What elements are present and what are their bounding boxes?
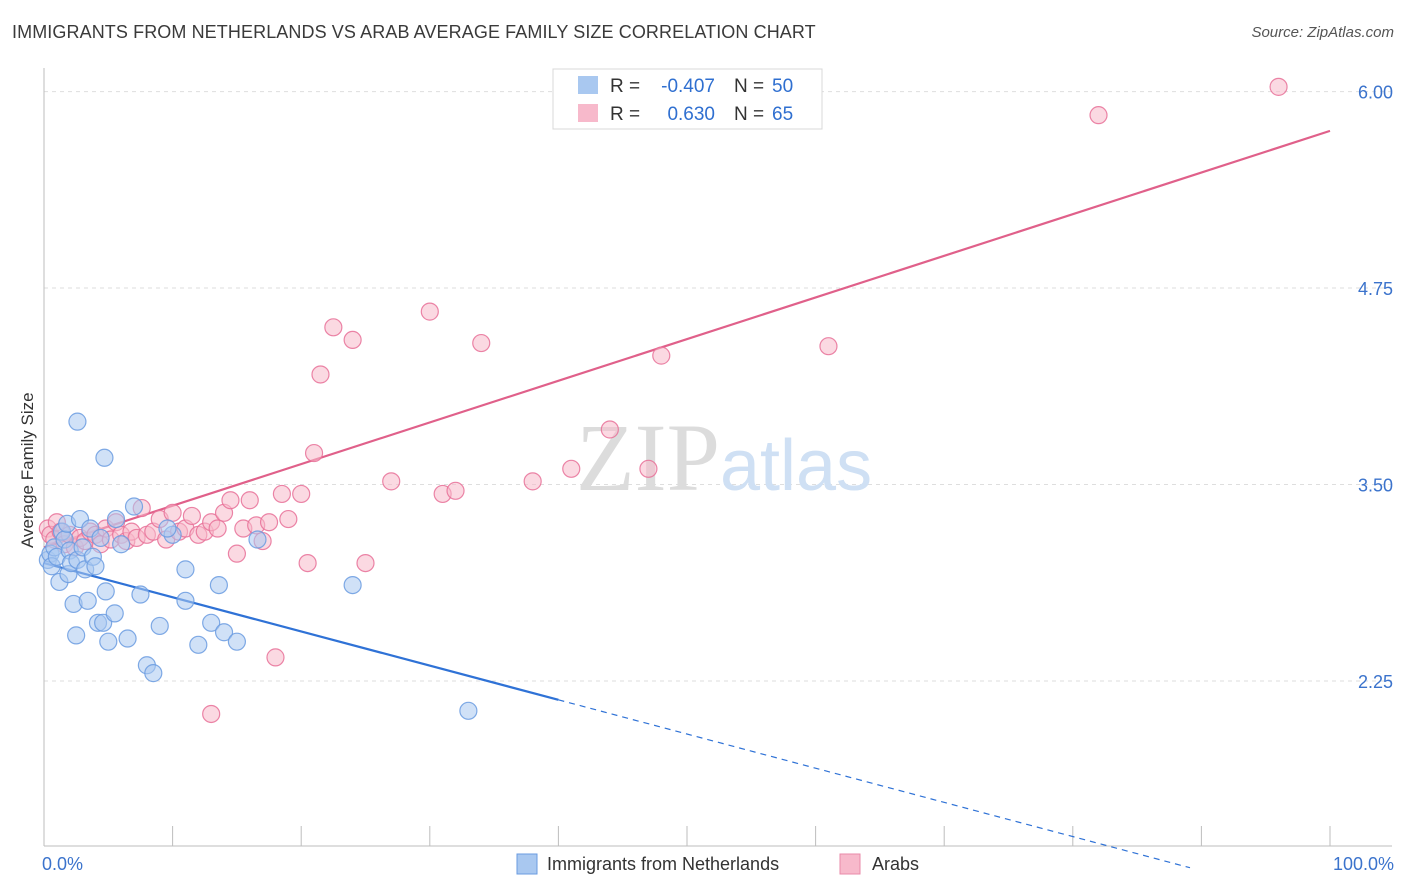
arabs-point: [240, 491, 259, 510]
stats-n-label: N =: [734, 76, 764, 97]
netherlands-point: [176, 560, 195, 579]
netherlands-point: [459, 701, 478, 720]
legend-label-netherlands: Immigrants from Netherlands: [547, 854, 779, 874]
arabs-point: [1089, 106, 1108, 125]
trend-lines: [43, 129, 1331, 869]
gridlines: [44, 91, 1392, 682]
netherlands-point: [248, 530, 267, 549]
stats-legend: R = -0.407 N = 50 R = 0.630 N = 65: [552, 68, 823, 130]
arabs-point: [163, 503, 182, 522]
netherlands-point: [99, 632, 118, 651]
arabs-point: [472, 333, 491, 353]
arabs-point: [221, 491, 240, 510]
netherlands-trend-extension: [558, 699, 1191, 869]
legend-swatch-netherlands: [516, 853, 538, 875]
arabs-point: [272, 484, 292, 504]
netherlands-point: [144, 664, 163, 683]
netherlands-point: [96, 582, 115, 601]
netherlands-point: [78, 591, 97, 610]
netherlands-point: [343, 575, 362, 595]
legend-label-arabs: Arabs: [872, 854, 919, 874]
netherlands-point: [106, 509, 126, 529]
arabs-point: [639, 459, 658, 478]
netherlands-point: [158, 519, 177, 538]
arabs-point: [202, 704, 221, 724]
x-tick-labels: 0.0% 100.0%: [42, 854, 1394, 874]
arabs-point: [562, 459, 581, 478]
axes: [43, 68, 1392, 847]
netherlands-point: [86, 557, 105, 576]
y-tick-label: 4.75: [1358, 279, 1393, 299]
stats-n-value: 65: [772, 104, 793, 125]
stats-swatch-pink: [578, 104, 598, 122]
netherlands-point: [150, 616, 169, 636]
arabs-point: [259, 513, 279, 532]
arabs-point: [446, 481, 465, 500]
stats-n-value: 50: [772, 76, 793, 97]
y-tick-label: 3.50: [1358, 476, 1393, 496]
netherlands-point: [124, 497, 144, 516]
y-tick-label: 2.25: [1358, 672, 1393, 692]
y-tick-labels: 2.25 3.50 4.75 6.00: [1358, 83, 1393, 692]
arabs-point: [600, 420, 619, 439]
watermark-atlas: atlas: [720, 426, 872, 506]
arabs-point: [279, 509, 298, 529]
netherlands-point: [91, 528, 110, 548]
netherlands-point: [105, 604, 124, 623]
stats-swatch-blue: [578, 76, 598, 94]
x-tick-label: 100.0%: [1333, 854, 1394, 874]
netherlands-point: [214, 623, 234, 642]
arabs-point: [819, 337, 838, 356]
y-tick-label: 6.00: [1358, 83, 1393, 103]
series-legend: Immigrants from Netherlands Arabs: [516, 853, 919, 875]
arabs-point: [227, 544, 246, 563]
arabs-point: [1269, 77, 1288, 96]
netherlands-point: [209, 575, 228, 595]
arabs-point: [652, 346, 671, 365]
stats-r-value: 0.630: [667, 104, 715, 125]
stats-n-label: N =: [734, 104, 764, 125]
netherlands-point: [118, 629, 137, 648]
arabs-point: [266, 648, 285, 667]
netherlands-point: [176, 591, 195, 610]
netherlands-trend-line: [43, 562, 559, 701]
netherlands-point: [68, 412, 87, 431]
arabs-point: [292, 484, 311, 504]
stats-r-label: R =: [610, 104, 640, 125]
arabs-point: [324, 318, 343, 337]
arabs-point: [343, 330, 362, 350]
arabs-point: [298, 553, 317, 573]
legend-swatch-arabs: [839, 853, 861, 875]
netherlands-point: [202, 613, 221, 632]
netherlands-point: [112, 535, 131, 554]
netherlands-point: [189, 635, 208, 654]
netherlands-point: [227, 632, 246, 651]
arabs-point: [382, 472, 401, 491]
arabs-point: [182, 506, 201, 526]
arabs-trend-line: [43, 129, 1331, 549]
arabs-point: [356, 553, 375, 573]
netherlands-point: [95, 448, 114, 467]
arabs-point: [208, 519, 227, 538]
chart-source: Source: ZipAtlas.com: [1251, 24, 1394, 41]
netherlands-point: [67, 626, 86, 645]
stats-r-value: -0.407: [661, 76, 715, 97]
chart-title: IMMIGRANTS FROM NETHERLANDS VS ARAB AVER…: [12, 22, 816, 42]
data-points: [38, 77, 1288, 724]
netherlands-point: [131, 585, 150, 604]
stats-r-label: R =: [610, 76, 640, 97]
arabs-point: [523, 472, 542, 491]
x-tick-label: 0.0%: [42, 854, 83, 874]
watermark-zip: ZIP: [576, 404, 720, 511]
arabs-point: [311, 365, 330, 384]
arabs-point: [420, 302, 439, 321]
arabs-point: [304, 443, 324, 463]
